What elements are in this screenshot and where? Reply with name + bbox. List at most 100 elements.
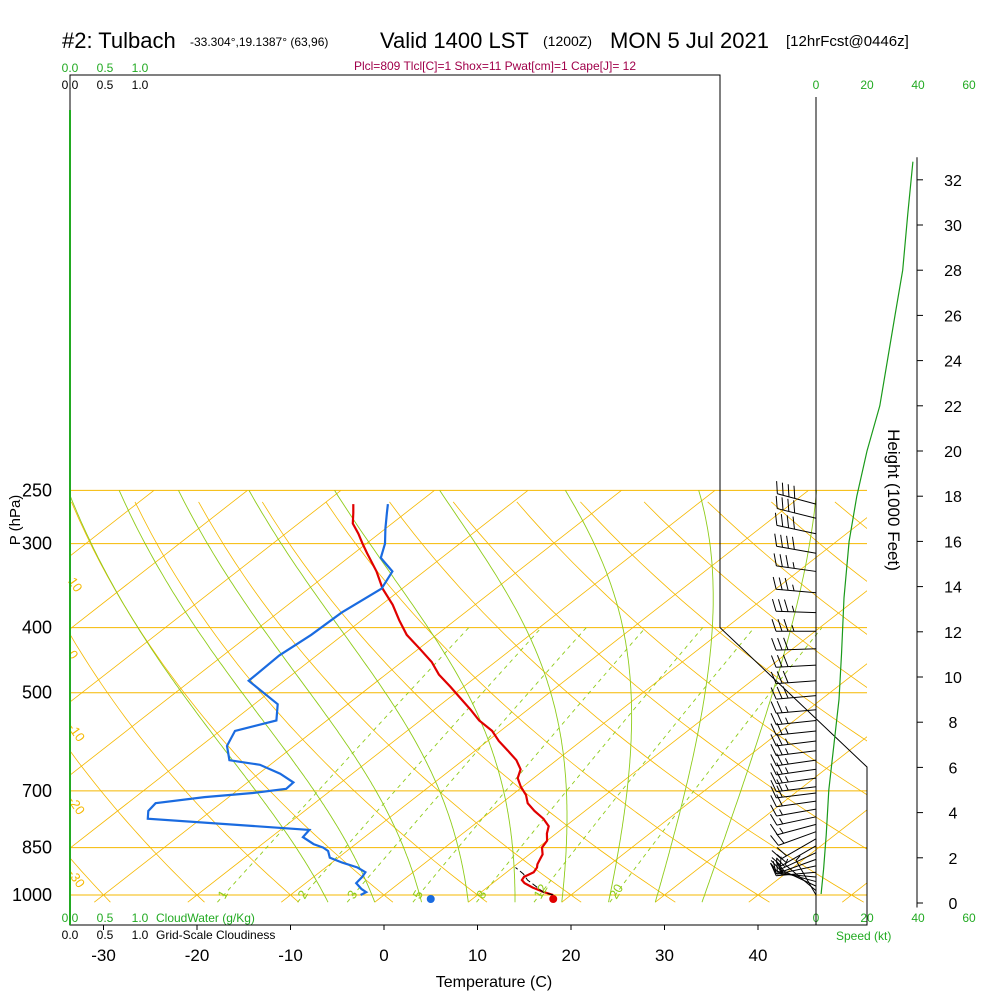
forecast-info: [12hrFcst@0446z] (786, 33, 909, 50)
valid-date: MON 5 Jul 2021 (610, 28, 769, 53)
mixing-ratio-line (412, 627, 646, 903)
wind-barb-flag (770, 862, 779, 874)
temperature-tick-label: -30 (91, 946, 116, 965)
wind-barb-shaft (776, 750, 817, 757)
wind-barb-flag (772, 576, 777, 590)
wind-barb-shaft (776, 648, 817, 651)
cloudwater-tick-top: 1.0 (132, 61, 149, 75)
wind-barb-flag (776, 671, 783, 684)
wind-barb-flag (781, 497, 784, 511)
height-tick-label: 0 (949, 896, 958, 913)
wind-barb-flag (770, 772, 777, 784)
wind-barb-flag (793, 500, 796, 513)
wind-barb-flag (771, 850, 782, 860)
wind-barb-flag (776, 794, 783, 807)
isotherm-label: -30 (65, 867, 88, 891)
temperature-tick-label: 30 (655, 946, 674, 965)
wind-barb-half (779, 827, 784, 834)
height-tick-label: 2 (949, 851, 958, 868)
moist-adiabat (334, 490, 516, 903)
cloudiness-axis-title: Grid-Scale Cloudiness (156, 928, 275, 942)
wind-barb-flag (777, 619, 783, 632)
isotherm-line (936, 490, 1000, 902)
wind-barb-flag (776, 481, 778, 494)
wind-barb-flag (793, 485, 796, 499)
wind-barb-half (792, 562, 795, 569)
wind-barb-flag (770, 743, 777, 756)
isotherm-line (70, 490, 342, 703)
wind-barb-flag (785, 555, 789, 568)
pressure-tick-label: 500 (22, 683, 52, 703)
surface-temperature-dot (549, 895, 558, 903)
wind-barb-flag (770, 786, 777, 799)
isotherm-line (70, 490, 435, 776)
wind-barb-shaft (776, 610, 817, 614)
wind-barb-half (791, 605, 795, 612)
wind-barb-half (779, 809, 783, 816)
wind-barb-flag (782, 654, 789, 667)
wind-barb-half (785, 717, 789, 724)
wind-barb-flag (770, 687, 777, 700)
wind-barb-flag (784, 577, 789, 591)
dry-adiabat (516, 501, 867, 796)
stability-indices: Plcl=809 Tlcl[C]=1 Shox=11 Pwat[cm]=1 Ca… (354, 59, 636, 73)
wind-barb-flag (776, 712, 783, 725)
speed-tick-top: 40 (911, 78, 925, 92)
height-tick-label: 28 (944, 263, 962, 280)
wind-barb-shaft (776, 792, 817, 799)
height-tick-label: 14 (944, 580, 962, 597)
plot-frame (69, 74, 868, 926)
moist-adiabat (178, 490, 422, 903)
height-tick-label: 22 (944, 399, 962, 416)
cloudiness-tick-top: 0.5 (97, 78, 114, 92)
moist-adiabat (118, 490, 376, 903)
wind-barb-flag (776, 655, 783, 668)
background-grid (70, 489, 1000, 903)
wind-barb-shaft (776, 816, 817, 826)
wind-barb-flag (775, 495, 778, 509)
wind-barb-shaft (776, 545, 817, 554)
speed-tick-top: 0 (813, 78, 820, 92)
dry-adiabat (899, 502, 1000, 902)
isotherm-label: -20 (65, 793, 88, 817)
wind-barb-shaft (776, 759, 817, 767)
dry-adiabat (70, 750, 205, 903)
wind-barb-shaft (776, 709, 817, 714)
surface-dewpoint-dot (426, 895, 435, 903)
temperature-tick-label: 20 (562, 946, 581, 965)
temperature-tick-label: 0 (379, 946, 388, 965)
wind-barb-flag (773, 553, 777, 566)
wind-barb-flag (783, 619, 789, 632)
wind-barb-flag (774, 512, 778, 526)
isotherm-label: 0 (65, 647, 81, 662)
wind-barb-flag (771, 619, 777, 632)
isotherm-line (842, 882, 867, 903)
height-tick-label: 10 (944, 670, 962, 687)
isotherm-line (70, 490, 248, 630)
wind-barb-shaft (776, 777, 817, 785)
wind-barb-flag (770, 779, 777, 792)
wind-barb-half (785, 738, 789, 745)
wind-barb-flag (770, 795, 777, 807)
speed-tick-bottom: 60 (962, 911, 976, 925)
dewpoint-line (146, 503, 394, 896)
wind-barb-half (785, 758, 789, 765)
wind-barb-half (792, 584, 795, 591)
height-tick-label: 26 (944, 308, 962, 325)
sounding-lines (146, 503, 558, 903)
dry-adiabat (134, 501, 488, 903)
temperature-tick-label: -20 (185, 946, 210, 965)
cloudiness-tick-bottom: 0.0 (62, 928, 79, 942)
height-tick-label: 24 (944, 354, 962, 371)
isotherm-line (468, 590, 867, 903)
moist-adiabat (248, 490, 469, 903)
moist-adiabat (70, 494, 329, 903)
station-coords: -33.304°,19.1387° (63,96) (190, 35, 329, 49)
wind-barb-half (785, 748, 789, 755)
wind-barb-flag (770, 723, 777, 736)
height-tick-label: 32 (944, 173, 962, 190)
wind-barb-flag (786, 535, 789, 549)
pressure-tick-label: 700 (22, 781, 52, 801)
temperature-axis-title: Temperature (C) (436, 974, 552, 991)
wind-barb-shaft (776, 740, 817, 747)
